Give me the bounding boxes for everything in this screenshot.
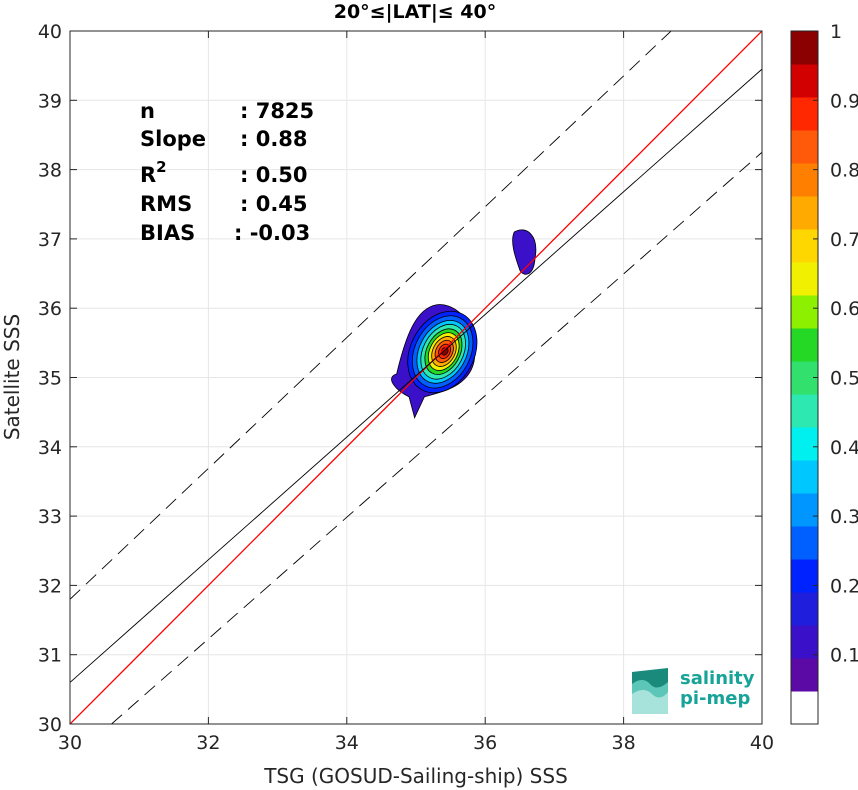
colorbar-tick-label: 0.3 <box>830 506 858 528</box>
colorbar-band <box>791 64 818 98</box>
y-axis-ticks: 30 31 32 33 34 35 36 37 38 39 40 <box>38 21 762 736</box>
y-tick-label: 34 <box>38 437 62 459</box>
colorbar-tick-label: 0.4 <box>830 437 858 459</box>
y-tick-label: 30 <box>38 714 62 736</box>
fit-lines <box>70 31 762 724</box>
y-tick-label: 35 <box>38 368 62 390</box>
x-tick-label: 36 <box>473 732 497 754</box>
colorbar-tick-label: 0.1 <box>830 645 858 667</box>
colorbar-tick-label: 0.2 <box>830 575 858 597</box>
stats-box: n : 7825 Slope : 0.88 R2 : 0.50 RMS : 0.45 BIAS:… <box>140 99 314 245</box>
salinity-pi-mep-logo: salinity pi-mep <box>632 668 755 714</box>
colorbar-band <box>791 229 818 263</box>
colorbar-band <box>791 394 818 428</box>
colorbar-band <box>791 31 818 65</box>
lower-bound-line <box>111 151 762 724</box>
y-tick-label: 39 <box>38 90 62 112</box>
colorbar-band <box>791 526 818 560</box>
grid <box>69 30 763 725</box>
colorbar-band <box>791 262 818 296</box>
colorbar-band <box>791 691 818 725</box>
colorbar-tick-label: 0.5 <box>830 368 858 390</box>
regression-line <box>70 68 762 683</box>
x-tick-label: 38 <box>612 732 636 754</box>
colorbar-band <box>791 658 818 692</box>
colorbar-band <box>791 625 818 659</box>
y-tick-label: 31 <box>38 645 62 667</box>
stat-superscript: 2 <box>156 158 166 176</box>
stat-label: RMS <box>140 192 192 216</box>
colorbar-band <box>791 460 818 494</box>
y-tick-label: 38 <box>38 160 62 182</box>
x-axis-label: TSG (GOSUD-Sailing-ship) SSS <box>263 764 568 788</box>
colorbar-band <box>791 163 818 197</box>
colorbar-band <box>791 97 818 131</box>
stat-label: Slope <box>140 127 206 151</box>
stat-value: : 7825 <box>240 99 314 123</box>
colorbar-band <box>791 592 818 626</box>
y-tick-label: 36 <box>38 298 62 320</box>
colorbar-band <box>791 493 818 527</box>
y-axis-label: Satellite SSS <box>0 314 24 440</box>
y-tick-label: 37 <box>38 229 62 251</box>
logo-line-2: pi-mep <box>680 688 750 709</box>
colorbar-band <box>791 559 818 593</box>
stat-value: : 0.50 <box>240 163 308 187</box>
stat-value: : -0.03 <box>234 221 310 245</box>
stat-label: n <box>140 99 155 123</box>
x-tick-label: 40 <box>750 732 774 754</box>
colorbar-band <box>791 196 818 230</box>
y-tick-label: 32 <box>38 575 62 597</box>
colorbar-tick-label: 0.6 <box>830 298 858 320</box>
colorbar-band <box>791 427 818 461</box>
x-tick-label: 34 <box>335 732 359 754</box>
stat-value: : 0.88 <box>240 127 308 151</box>
stat-value: : 0.45 <box>240 192 308 216</box>
upper-bound-line <box>70 31 672 600</box>
stat-label: BIAS <box>140 221 195 245</box>
colorbar-tick-label: 1 <box>830 21 842 43</box>
x-tick-label: 30 <box>58 732 82 754</box>
colorbar-tick-label: 0.9 <box>830 90 858 112</box>
stat-label: R2 <box>140 158 167 187</box>
chart-title: 20°≤|LAT|≤ 40° <box>334 1 497 23</box>
x-axis-ticks: 30 32 34 36 38 40 <box>58 31 774 754</box>
colorbar-band <box>791 130 818 164</box>
one-to-one-line <box>70 31 762 724</box>
y-tick-label: 33 <box>38 506 62 528</box>
logo-line-1: salinity <box>680 668 755 689</box>
wave-logo-icon <box>632 668 668 714</box>
colorbar-band <box>791 328 818 362</box>
colorbar-band <box>791 295 818 329</box>
colorbar-ticks: 0.1 0.2 0.3 0.4 0.5 0.6 0.7 0.8 0.9 1 <box>813 21 858 667</box>
colorbar <box>790 30 819 725</box>
x-tick-label: 32 <box>196 732 220 754</box>
y-tick-label: 40 <box>38 21 62 43</box>
colorbar-tick-label: 0.7 <box>830 229 858 251</box>
colorbar-tick-label: 0.8 <box>830 160 858 182</box>
